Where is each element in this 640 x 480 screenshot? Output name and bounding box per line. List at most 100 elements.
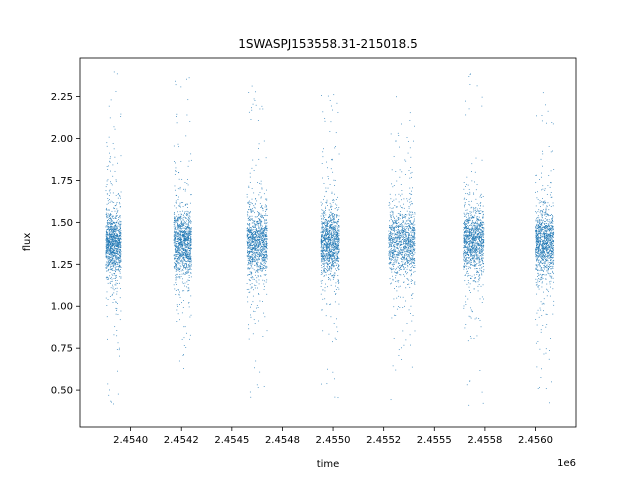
data-point bbox=[187, 237, 189, 239]
data-point bbox=[187, 247, 189, 249]
data-point bbox=[397, 229, 399, 231]
data-point bbox=[252, 253, 254, 255]
data-point bbox=[190, 276, 192, 278]
data-point bbox=[259, 232, 261, 233]
data-point bbox=[177, 228, 178, 230]
data-point bbox=[249, 223, 250, 224]
data-point bbox=[111, 218, 112, 220]
data-point bbox=[334, 255, 336, 257]
data-point bbox=[403, 221, 405, 223]
data-point bbox=[252, 244, 253, 246]
data-point bbox=[188, 222, 190, 223]
data-point bbox=[259, 300, 261, 302]
data-point bbox=[106, 209, 108, 211]
data-point bbox=[404, 246, 406, 248]
data-point bbox=[402, 227, 404, 228]
data-point bbox=[107, 243, 108, 245]
data-point bbox=[336, 257, 338, 259]
data-point bbox=[259, 248, 261, 250]
data-point bbox=[266, 225, 268, 227]
data-point bbox=[321, 273, 323, 275]
data-point bbox=[327, 237, 329, 239]
data-point bbox=[337, 231, 339, 233]
data-point bbox=[190, 264, 192, 266]
data-point bbox=[328, 232, 330, 234]
data-point bbox=[182, 239, 184, 241]
data-point bbox=[188, 160, 190, 162]
data-point bbox=[410, 344, 411, 346]
data-point bbox=[405, 254, 407, 256]
data-point bbox=[109, 242, 111, 244]
data-point bbox=[109, 218, 111, 220]
data-point bbox=[182, 252, 183, 254]
data-point bbox=[185, 272, 187, 274]
data-point bbox=[320, 250, 322, 252]
data-point bbox=[331, 214, 333, 215]
data-point bbox=[389, 227, 391, 229]
data-point bbox=[263, 140, 265, 142]
data-point bbox=[250, 267, 252, 269]
data-point bbox=[249, 251, 251, 253]
data-point bbox=[185, 267, 187, 269]
data-point bbox=[175, 263, 177, 265]
data-point bbox=[246, 235, 248, 236]
data-point bbox=[181, 251, 183, 253]
data-point bbox=[260, 217, 262, 219]
data-point bbox=[394, 288, 395, 289]
data-point bbox=[190, 258, 192, 260]
data-point bbox=[399, 223, 401, 225]
data-point bbox=[336, 253, 337, 255]
data-point bbox=[264, 228, 266, 230]
data-point bbox=[189, 216, 191, 218]
data-point bbox=[118, 242, 120, 244]
data-point bbox=[120, 259, 122, 261]
data-point bbox=[251, 210, 253, 212]
data-point bbox=[325, 252, 327, 254]
data-point bbox=[328, 244, 330, 246]
data-point bbox=[408, 241, 410, 243]
data-point bbox=[107, 237, 109, 239]
data-point bbox=[176, 247, 178, 249]
data-point bbox=[119, 266, 120, 268]
data-point bbox=[332, 244, 334, 245]
data-point bbox=[322, 241, 324, 243]
data-point bbox=[111, 220, 113, 221]
data-point bbox=[328, 246, 330, 248]
data-point bbox=[179, 257, 181, 258]
data-point bbox=[266, 206, 267, 208]
data-point bbox=[109, 233, 110, 234]
data-point bbox=[189, 252, 191, 254]
data-point bbox=[183, 250, 185, 251]
data-point bbox=[109, 234, 110, 236]
data-point bbox=[112, 245, 114, 247]
data-point bbox=[190, 264, 192, 266]
data-point bbox=[326, 383, 328, 385]
data-point bbox=[182, 278, 184, 280]
data-point bbox=[265, 240, 267, 242]
data-point bbox=[321, 282, 323, 284]
data-point bbox=[110, 255, 112, 256]
data-point bbox=[190, 194, 192, 196]
data-point bbox=[186, 255, 188, 257]
data-point bbox=[113, 247, 115, 249]
data-point bbox=[328, 231, 330, 233]
data-point bbox=[262, 247, 264, 249]
data-point bbox=[105, 263, 107, 265]
data-point bbox=[398, 225, 400, 227]
data-point bbox=[117, 244, 119, 246]
data-point bbox=[334, 246, 335, 247]
data-point bbox=[333, 272, 335, 274]
data-point bbox=[328, 256, 330, 258]
data-point bbox=[185, 246, 187, 248]
data-point bbox=[113, 334, 115, 336]
data-point bbox=[182, 236, 184, 238]
data-point bbox=[324, 221, 326, 223]
data-point bbox=[188, 266, 190, 268]
data-point bbox=[325, 206, 326, 208]
data-point bbox=[185, 267, 186, 269]
data-point bbox=[389, 258, 390, 260]
data-point bbox=[113, 126, 115, 128]
data-point bbox=[253, 227, 254, 228]
data-point bbox=[174, 219, 176, 221]
data-point bbox=[178, 196, 179, 198]
